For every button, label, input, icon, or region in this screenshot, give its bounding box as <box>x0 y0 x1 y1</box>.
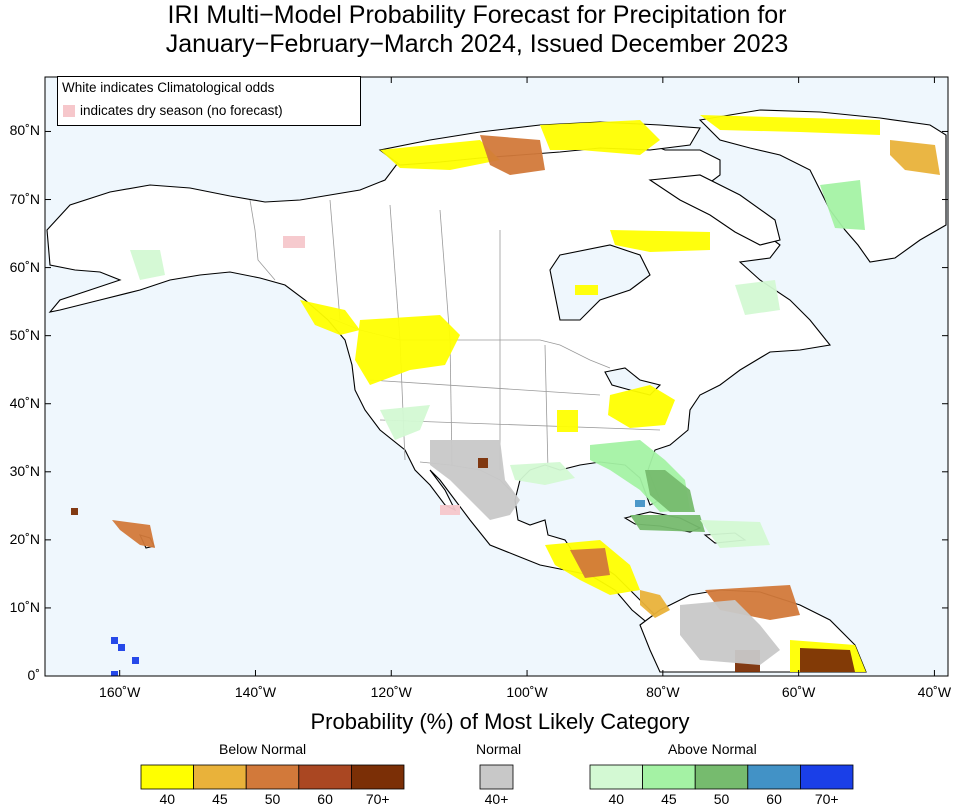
forecast-below-midwest <box>557 410 578 432</box>
colorbar-above-tick: 70+ <box>814 791 839 807</box>
hudson-bay <box>549 244 651 321</box>
forecast-below-arctic-3 <box>540 120 660 155</box>
colorbar-below-tick: 70+ <box>365 791 390 807</box>
dry-season-swatch <box>63 105 75 117</box>
colorbar-normal-swatch-0 <box>479 764 514 790</box>
forecast-below-hudson <box>575 285 598 295</box>
dry-season-note: indicates dry season (no forecast) <box>80 103 283 118</box>
lat-label: 60˚N <box>9 258 40 275</box>
forecast-above-caribbean <box>700 520 770 548</box>
map-legend: White indicates Climatological odds indi… <box>57 76 361 126</box>
forecast-above-california <box>380 405 430 440</box>
colorbar-below-tick: 50 <box>264 791 281 807</box>
lat-label: 70˚N <box>9 190 40 207</box>
forecast-cells <box>71 115 940 676</box>
baffin-island <box>648 174 781 246</box>
colorbar-above-tick: 45 <box>661 791 677 807</box>
lat-label: 40˚N <box>9 394 40 411</box>
map-title-line2: January−February−March 2024, Issued Dece… <box>165 30 789 58</box>
forecast-below-baffin <box>610 230 710 252</box>
map-title-line1: IRI Multi−Model Probability Forecast for… <box>167 1 787 29</box>
above-normal-label: Above Normal <box>668 741 757 757</box>
us-state-line-5 <box>369 379 601 396</box>
colorbar-below-tick: 60 <box>317 791 333 807</box>
canada-province-line-1 <box>329 199 341 321</box>
forecast-below-greenland <box>890 140 940 175</box>
colorbar-below-tick: 40 <box>159 791 176 807</box>
forecast-below-arctic-2 <box>480 135 545 175</box>
canada-province-line-3 <box>439 209 451 341</box>
colorbar-above-swatch-4 <box>800 764 854 790</box>
lat-label: 30˚N <box>9 462 40 479</box>
lon-label: 100˚W <box>506 684 548 700</box>
forecast-below-rockies <box>355 315 460 385</box>
colorbar-title: Probability (%) of Most Likely Category <box>310 709 690 734</box>
colorbar-below-swatch-1 <box>193 764 247 790</box>
lat-label: 20˚N <box>9 530 40 547</box>
colorbar-below-swatch-2 <box>245 764 300 790</box>
colorbar-below-swatch-0 <box>140 764 194 790</box>
colorbar-above-swatch-3 <box>747 764 801 790</box>
lon-label: 140˚W <box>234 684 277 700</box>
forecast-below-arctic-1 <box>380 140 500 170</box>
us-state-line-4 <box>544 344 549 471</box>
forecast-below-central-america-2 <box>570 548 610 578</box>
forecast-below-arctic-4 <box>700 115 880 135</box>
forecast-normal-mexico <box>430 440 520 520</box>
canada-province-line-2 <box>389 204 401 341</box>
forecast-below-pacific-pixel <box>71 508 78 515</box>
normal-label: Normal <box>476 741 522 757</box>
forecast-above-florida <box>645 470 695 512</box>
lon-label: 60˚W <box>781 684 816 700</box>
lat-label: 10˚N <box>9 598 40 615</box>
forecast-above-texas <box>510 462 575 485</box>
colorbar-above-swatch-0 <box>589 764 643 790</box>
forecast-below-ohio-valley <box>608 385 675 428</box>
colorbar-below-swatch-3 <box>298 764 352 790</box>
lat-label: 80˚N <box>9 122 40 139</box>
forecast-above-hawaii-pixel-2 <box>118 644 125 651</box>
forecast-above-hawaii-pixel-1 <box>111 637 118 644</box>
colorbar-below-tick: 45 <box>212 791 228 807</box>
forecast-above-alaska <box>130 250 165 280</box>
lon-label: 160˚W <box>99 684 141 700</box>
lat-label: 50˚N <box>9 326 40 343</box>
forecast-below-pacific-nw <box>300 300 360 335</box>
climatology-note: White indicates Climatological odds <box>62 80 275 95</box>
forecast-above-hawaii-pixel-4 <box>111 671 118 676</box>
forecast-below-guiana-2 <box>800 648 855 672</box>
lon-label: 40˚W <box>917 684 952 700</box>
forecast-above-hawaii-pixel-3 <box>132 657 139 664</box>
colorbar-above-tick: 40 <box>608 791 625 807</box>
forecast-above-greenland-east <box>820 180 865 230</box>
lon-label: 80˚W <box>646 684 680 700</box>
colorbar-above-tick: 60 <box>766 791 782 807</box>
forecast-below-panama <box>640 590 670 618</box>
lat-label: 0˚ <box>27 667 40 683</box>
map-frame <box>44 76 949 677</box>
lon-label: 120˚W <box>370 684 412 700</box>
forecast-above-labrador <box>735 280 780 315</box>
forecast-below-hawaii <box>112 520 155 548</box>
colorbar-above-tick: 50 <box>713 791 730 807</box>
forecast-dry-yukon <box>283 236 305 248</box>
forecast-normal-colombia <box>680 600 780 665</box>
forecast-above-cuba <box>630 515 705 532</box>
colorbar-below-swatch-4 <box>350 764 405 790</box>
us-state-line-6 <box>379 419 661 431</box>
forecast-below-dark-mexico <box>478 458 488 468</box>
forecast-dry-mexico <box>440 505 460 515</box>
below-normal-label: Below Normal <box>219 741 307 757</box>
colorbar-normal-tick: 40+ <box>484 791 509 807</box>
colorbar <box>140 764 854 790</box>
colorbar-above-swatch-2 <box>694 764 749 790</box>
alaska-border <box>249 199 276 281</box>
forecast-above-florida-strong <box>635 500 645 507</box>
colorbar-above-swatch-1 <box>642 764 696 790</box>
